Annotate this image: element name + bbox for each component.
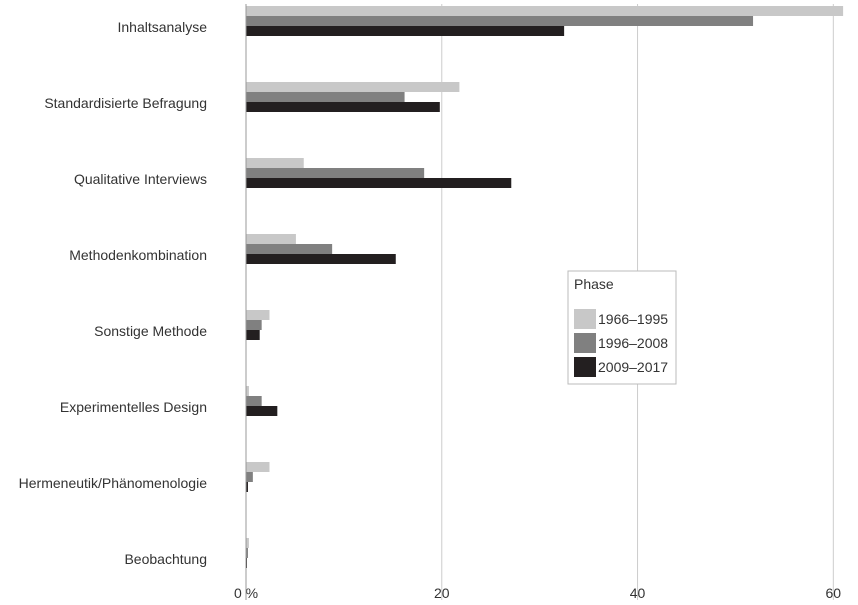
x-tick-label: 20 — [434, 585, 450, 601]
bar — [246, 16, 754, 26]
bar — [246, 396, 262, 406]
bar — [246, 6, 844, 16]
legend-label: 2009–2017 — [598, 359, 668, 375]
bar — [246, 310, 270, 320]
bars — [246, 6, 844, 568]
x-tick-label: 60 — [826, 585, 842, 601]
bar — [246, 320, 262, 330]
bar — [246, 82, 460, 92]
bar — [246, 92, 405, 102]
legend-title: Phase — [574, 276, 614, 292]
bar — [246, 102, 440, 112]
category-label: Standardisierte Befragung — [44, 95, 207, 111]
category-label: Methodenkombination — [69, 247, 207, 263]
bar — [246, 26, 565, 36]
bar — [246, 168, 425, 178]
bar — [246, 406, 278, 416]
bar — [246, 234, 296, 244]
category-label: Experimentelles Design — [60, 399, 207, 415]
legend: Phase 1966–1995 1996–2008 2009–2017 — [567, 270, 677, 385]
category-label: Hermeneutik/Phänomenologie — [19, 475, 208, 491]
bar — [246, 548, 248, 558]
bar — [246, 244, 333, 254]
category-label: Beobachtung — [124, 551, 207, 567]
bar — [246, 472, 253, 482]
legend-swatch — [574, 309, 596, 329]
category-label: Sonstige Methode — [94, 323, 207, 339]
bar — [246, 462, 270, 472]
legend-items: 1966–1995 1996–2008 2009–2017 — [574, 309, 668, 377]
bar — [246, 538, 249, 548]
bar — [246, 158, 304, 168]
legend-label: 1996–2008 — [598, 335, 668, 351]
bar — [246, 330, 260, 340]
category-labels: Inhaltsanalyse Standardisierte Befragung Q… — [19, 19, 208, 567]
legend-swatch — [574, 357, 596, 377]
bar — [246, 254, 396, 264]
x-tick-labels: 0 % 20 40 60 — [234, 585, 841, 601]
x-tick-label: 40 — [630, 585, 646, 601]
category-label: Qualitative Interviews — [74, 171, 207, 187]
legend-label: 1966–1995 — [598, 311, 668, 327]
category-label: Inhaltsanalyse — [117, 19, 207, 35]
bar — [246, 178, 512, 188]
legend-swatch — [574, 333, 596, 353]
bar — [246, 482, 248, 492]
bar — [246, 386, 249, 396]
